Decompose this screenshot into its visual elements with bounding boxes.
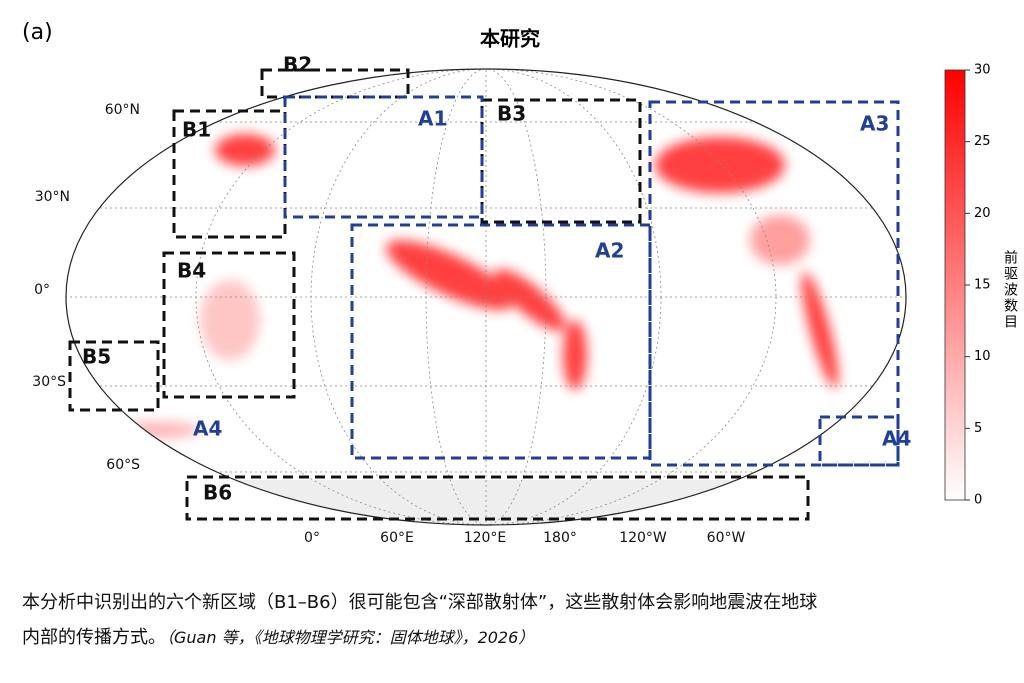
lat-label: 60°N xyxy=(105,102,140,118)
colorbar-tick-label: 30 xyxy=(974,63,991,78)
region-label: A4 xyxy=(193,417,222,441)
caption-text: 内部的传播方式。 xyxy=(22,627,166,648)
lon-label: 180° xyxy=(543,530,577,546)
lon-label: 60°W xyxy=(707,530,746,546)
region-box xyxy=(818,415,900,467)
map-outline xyxy=(65,68,907,526)
region-label: A4 xyxy=(882,427,911,451)
region-box xyxy=(648,100,900,467)
lon-label: 120°E xyxy=(464,530,507,546)
colorbar-ticks: 0 5 10 15 20 25 30 xyxy=(965,63,991,508)
title: 本研究 xyxy=(480,27,540,51)
region-label: B4 xyxy=(177,259,206,283)
figure: (a) 本研究 60°N 30°N 0° 30°S 60°S 0° 60°E xyxy=(22,20,991,546)
region-box xyxy=(172,109,287,239)
lat-label: 60°S xyxy=(106,457,140,473)
colorbar-tick-label: 20 xyxy=(974,206,991,221)
colorbar-tick-label: 10 xyxy=(974,349,991,364)
colorbar-tick-label: 5 xyxy=(974,421,982,436)
colorbar-label: 前驱波数目 xyxy=(1002,250,1018,330)
region-label: A2 xyxy=(595,239,624,263)
region-label: B6 xyxy=(203,481,232,505)
region-label: B5 xyxy=(82,345,111,369)
lon-label: 60°E xyxy=(380,530,414,546)
region-box xyxy=(68,340,160,412)
caption-line: 本分析中识别出的六个新区域（B1–B6）很可能包含“深部散射体”，这些散射体会影… xyxy=(22,592,818,613)
panel-label: (a) xyxy=(22,20,53,45)
colorbar-tick-label: 25 xyxy=(974,134,991,149)
region-label: B3 xyxy=(497,102,526,126)
lon-label: 120°W xyxy=(619,530,667,546)
citation: （Guan 等，《地球物理学研究：固体地球》，2026） xyxy=(166,628,535,647)
region-box xyxy=(185,475,810,521)
lat-label: 30°N xyxy=(35,189,70,205)
region-label: B1 xyxy=(182,118,211,142)
region-label: B2 xyxy=(283,53,312,77)
lat-label: 30°S xyxy=(32,374,66,390)
caption-line: 内部的传播方式。（Guan 等，《地球物理学研究：固体地球》，2026） xyxy=(22,623,534,649)
region-box xyxy=(162,251,296,399)
lon-label: 0° xyxy=(304,530,320,546)
region-label: A3 xyxy=(860,112,889,136)
colorbar-tick-label: 15 xyxy=(974,278,991,293)
region-label: A1 xyxy=(418,107,447,131)
region-box xyxy=(350,223,652,460)
colorbar-tick-label: 0 xyxy=(974,493,982,508)
colorbar xyxy=(944,69,966,501)
lat-label: 0° xyxy=(34,282,50,298)
region-box xyxy=(283,95,484,219)
